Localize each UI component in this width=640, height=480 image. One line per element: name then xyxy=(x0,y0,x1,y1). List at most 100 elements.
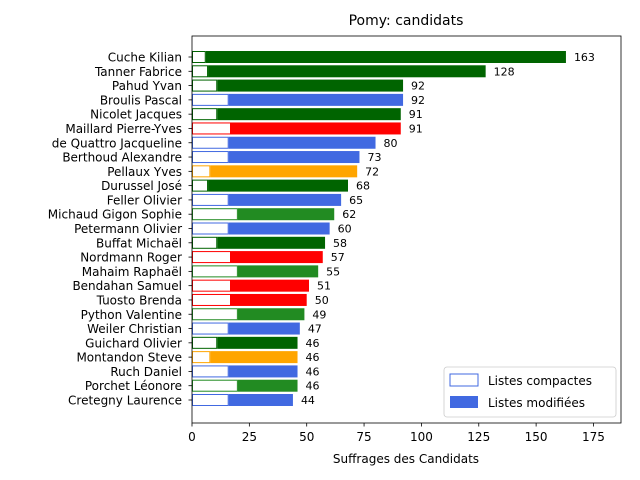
legend: Listes compactes Listes modifiées xyxy=(443,366,617,418)
bar-compactes xyxy=(192,265,238,278)
bar-compactes xyxy=(192,65,209,78)
x-tick-label: 125 xyxy=(467,430,490,444)
bar-modifiees xyxy=(228,322,300,335)
legend-box xyxy=(443,366,617,418)
bar-compactes xyxy=(192,351,211,364)
candidate-label: Feller Olivier xyxy=(107,193,182,207)
bar-compactes xyxy=(192,336,218,349)
bar-modifiees xyxy=(228,151,360,164)
bar-modifiees xyxy=(231,279,309,292)
candidate-label: Porchet Léonore xyxy=(85,379,182,393)
bar-compactes xyxy=(192,251,231,264)
bar-compactes xyxy=(192,193,229,206)
candidate-label: de Quattro Jacqueline xyxy=(52,136,182,150)
bar-modifiees xyxy=(210,165,358,178)
bar-modifiees xyxy=(210,351,298,364)
candidate-label: Mahaim Raphaël xyxy=(82,265,182,279)
bar-compactes xyxy=(192,222,229,235)
bar-modifiees xyxy=(231,122,401,135)
candidate-label: Weiler Christian xyxy=(87,322,182,336)
candidate-label: Petermann Olivier xyxy=(74,222,182,236)
candidate-label: Cuche Kilian xyxy=(108,51,182,65)
x-axis-title: Suffrages des Candidats xyxy=(333,452,479,466)
bar-modifiees xyxy=(217,79,404,92)
value-label: 72 xyxy=(365,165,379,178)
bar-compactes xyxy=(192,322,229,335)
candidate-label: Broulis Pascal xyxy=(100,93,182,107)
value-label: 50 xyxy=(315,294,329,307)
bar-modifiees xyxy=(228,365,298,378)
bar-modifiees xyxy=(237,308,305,321)
plot-frame xyxy=(191,35,622,424)
value-label: 55 xyxy=(326,265,340,278)
value-label: 92 xyxy=(411,80,425,93)
bars-group xyxy=(192,51,566,406)
bar-modifiees xyxy=(228,93,404,106)
bar-compactes xyxy=(192,236,218,249)
x-tick-label: 175 xyxy=(582,430,605,444)
value-label: 92 xyxy=(411,94,425,107)
bar-compactes xyxy=(192,179,209,192)
candidate-label: Pellaux Yves xyxy=(107,165,182,179)
bar-modifiees xyxy=(208,65,486,78)
value-label: 46 xyxy=(306,365,320,378)
x-tick-label: 75 xyxy=(356,430,371,444)
bar-modifiees xyxy=(217,336,298,349)
candidate-label: Buffat Michaël xyxy=(96,236,182,250)
value-label: 65 xyxy=(349,194,363,207)
candidate-label: Guichard Olivier xyxy=(85,336,182,350)
candidate-label: Pahud Yvan xyxy=(112,79,182,93)
bar-modifiees xyxy=(231,293,307,306)
value-label: 62 xyxy=(342,208,356,221)
value-label: 91 xyxy=(409,108,423,121)
bar-compactes xyxy=(192,165,211,178)
candidate-label: Durussel José xyxy=(101,179,182,193)
value-label: 49 xyxy=(312,308,326,321)
bar-compactes xyxy=(192,151,229,164)
candidate-label: Cretegny Laurence xyxy=(68,394,182,408)
chart-title: Pomy: candidats xyxy=(349,13,464,29)
value-label: 46 xyxy=(306,337,320,350)
value-label: 80 xyxy=(384,137,398,150)
value-label: 57 xyxy=(331,251,345,264)
bar-compactes xyxy=(192,365,229,378)
bar-compactes xyxy=(192,308,238,321)
value-label: 47 xyxy=(308,323,322,336)
bar-compactes xyxy=(192,51,206,63)
legend-label-modifiees: Listes modifiées xyxy=(488,396,585,410)
candidate-label: Ruch Daniel xyxy=(110,365,182,379)
bar-modifiees xyxy=(237,265,319,278)
bar-compactes xyxy=(192,122,231,135)
bar-compactes xyxy=(192,93,229,106)
bar-compactes xyxy=(192,293,231,306)
value-label: 46 xyxy=(306,351,320,364)
bar-modifiees xyxy=(208,179,348,192)
bar-compactes xyxy=(192,108,218,121)
bar-modifiees xyxy=(237,379,298,392)
value-labels-group: 1631289292919180737268656260585755515049… xyxy=(301,51,595,407)
candidate-label: Bendahan Samuel xyxy=(72,279,182,293)
value-label: 91 xyxy=(409,122,423,135)
x-axis-ticks: 0 25 50 75 100 125 150 175 xyxy=(188,423,605,444)
x-tick-label: 25 xyxy=(242,430,257,444)
value-label: 51 xyxy=(317,280,331,293)
candidate-label: Tuosto Brenda xyxy=(96,293,182,307)
candidate-label: Montandon Steve xyxy=(76,351,182,365)
candidate-label: Berthoud Alexandre xyxy=(62,151,182,165)
value-label: 128 xyxy=(494,65,515,78)
x-tick-label: 50 xyxy=(299,430,314,444)
value-label: 163 xyxy=(574,51,595,64)
value-label: 58 xyxy=(333,237,347,250)
bar-compactes xyxy=(192,208,238,221)
bar-modifiees xyxy=(228,394,293,406)
bar-modifiees xyxy=(228,222,330,235)
bar-compactes xyxy=(192,394,229,406)
value-label: 73 xyxy=(367,151,381,164)
candidate-label: Michaud Gigon Sophie xyxy=(48,208,182,222)
x-tick-label: 0 xyxy=(188,430,196,444)
value-label: 46 xyxy=(306,380,320,393)
bar-modifiees xyxy=(217,236,326,249)
bar-compactes xyxy=(192,136,229,149)
